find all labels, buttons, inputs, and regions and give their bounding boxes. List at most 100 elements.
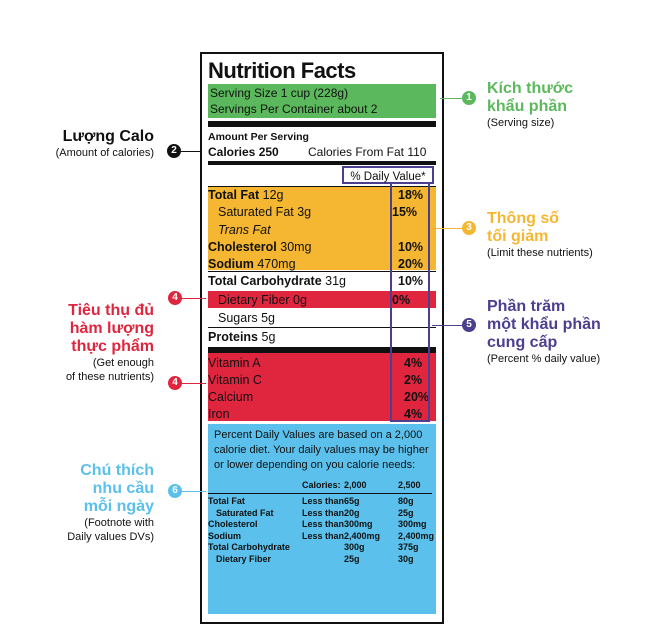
footnote-cell: 300g	[344, 542, 365, 552]
footnote-cell: 25g	[344, 553, 360, 564]
connector-line-4a	[182, 298, 206, 299]
vitamin-row: Vitamin A 4%	[208, 355, 436, 371]
carb-name: Total Carbohydrate	[208, 274, 322, 288]
vitamin-row-name: Iron	[208, 407, 230, 421]
serving-subtitle: (Serving size)	[487, 117, 555, 129]
footnote-cell: Less than	[302, 507, 345, 518]
percent-title-2: một khẩu phần	[487, 316, 601, 333]
amount-per-serving: Amount Per Serving	[208, 131, 309, 143]
vitamin-row: Calcium 20%	[208, 389, 436, 405]
carb-pct: 10%	[398, 274, 424, 288]
connector-line-5	[432, 325, 462, 326]
limit-row-pct: 20%	[398, 257, 424, 271]
limit-row-pct: 18%	[398, 188, 424, 202]
footnote-divider	[208, 493, 432, 494]
carb-row: Total Carbohydrate 31g 10%	[208, 273, 436, 289]
annotation-calories: Lượng Calo (Amount of calories)	[20, 128, 154, 160]
badge-4b: 4	[168, 376, 182, 390]
badge-5: 5	[462, 318, 476, 332]
thick-rule-2	[208, 347, 436, 353]
limit-row-name: Total Fat	[208, 188, 260, 202]
badge-6: 6	[168, 484, 182, 498]
nutrition-label: Nutrition Facts Serving Size 1 cup (228g…	[200, 52, 444, 624]
limit-row-name: Sodium	[208, 257, 254, 271]
fiber-pct: 0%	[392, 293, 411, 307]
footnote-header-cell: 2,500	[398, 480, 421, 490]
annotation-serving: Kích thước khẩu phần (Serving size)	[487, 80, 573, 130]
vitamin-row-pct: 20%	[404, 390, 430, 404]
limit-row-name: Trans Fat	[218, 223, 271, 237]
vitamin-row-pct: 2%	[404, 373, 423, 387]
limit-title-2: tối giảm	[487, 228, 549, 245]
vitamin-row-pct: 4%	[404, 356, 423, 370]
footnote-cell: Less than	[302, 530, 345, 541]
badge-3: 3	[462, 221, 476, 235]
sugars-row: Sugars 5g	[218, 311, 275, 325]
vitamin-row: Vitamin C 2%	[208, 372, 436, 388]
limit-row-pct: 15%	[392, 205, 418, 219]
footnote-cell: 20g	[344, 507, 360, 518]
limit-row: Cholesterol 30mg 10%	[208, 239, 436, 255]
limit-title-1: Thông số	[487, 210, 559, 227]
calories-subtitle: (Amount of calories)	[55, 147, 154, 159]
footnote-cell: 300mg	[344, 519, 373, 529]
protein-amount: 5g	[258, 330, 276, 344]
thick-rule	[208, 121, 436, 127]
calories-title: Lượng Calo	[62, 128, 154, 145]
limit-row-name: Saturated Fat 3g	[218, 205, 312, 219]
annotation-percent: Phần trăm một khẩu phần cung cấp (Percen…	[487, 298, 601, 366]
footnote-cell: 300mg	[398, 519, 427, 529]
connector-line-3	[432, 228, 462, 229]
footnote-cell: Less than	[302, 496, 345, 506]
serving-title-2: khẩu phần	[487, 98, 568, 115]
vitamin-row: Iron 4%	[208, 406, 436, 422]
badge-4a: 4	[168, 291, 182, 305]
footnote-cell: 2,400mg	[344, 530, 381, 541]
annotation-footnote: Chú thích nhu cầu mỗi ngày (Footnote wit…	[20, 462, 154, 544]
enough-subtitle-2: of these nutrients)	[65, 371, 154, 383]
footnote-header-cell: Calories:	[302, 480, 341, 490]
footnote-cell: Less than	[302, 519, 345, 529]
footnote-cell: 80g	[398, 496, 414, 506]
vitamin-band	[208, 353, 436, 421]
footnote-cell: Cholesterol	[208, 519, 258, 529]
footnote-title-3: mỗi ngày	[83, 498, 154, 515]
serving-size: Serving Size 1 cup (228g)	[210, 86, 349, 100]
enough-subtitle-1: (Get enough	[92, 357, 154, 369]
annotation-limit: Thông số tối giảm (Limit these nutrients…	[487, 210, 593, 260]
servings-per-container: Servings Per Container about 2	[210, 102, 378, 116]
connector-line-4b	[182, 383, 206, 384]
connector-line-2	[181, 151, 200, 152]
footnote-cell: 25g	[398, 507, 414, 518]
protein-name: Proteins	[208, 330, 259, 344]
daily-value-column	[390, 184, 430, 422]
carb-amount: 31g	[321, 274, 347, 288]
footnote-cell: Total Carbohydrate	[208, 542, 290, 552]
footnote-cell: Saturated Fat	[216, 507, 274, 518]
fiber-band	[208, 291, 436, 308]
footnote-cell: Sodium	[208, 530, 241, 541]
enough-title-1: Tiêu thụ đủ	[68, 302, 154, 319]
limit-row-name: Cholesterol	[208, 240, 277, 254]
badge-2: 2	[167, 144, 181, 158]
serving-title-1: Kích thước	[487, 80, 574, 97]
percent-subtitle: (Percent % daily value)	[487, 353, 601, 365]
footnote-cell: Dietary Fiber	[216, 553, 272, 564]
percent-title-3: cung cấp	[487, 334, 558, 351]
footnote-cell: 65g	[344, 496, 360, 506]
footnote-title-2: nhu cầu	[92, 480, 154, 497]
footnote-cell: Total Fat	[208, 496, 245, 506]
footnote-band	[208, 424, 436, 614]
badge-1: 1	[462, 91, 476, 105]
limit-subtitle: (Limit these nutrients)	[487, 247, 593, 259]
connector-line-1	[440, 98, 462, 99]
limit-band	[208, 186, 436, 270]
serving-band	[208, 84, 436, 118]
limit-row-amount: 470mg	[253, 257, 296, 271]
footnote-cell: 30g	[398, 553, 414, 564]
footnote-subtitle-1: (Footnote with	[84, 517, 154, 529]
vitamin-row-name: Vitamin A	[208, 356, 261, 370]
limit-row-amount: 12g	[259, 188, 284, 202]
footnote-text: Percent Daily Values are based on a 2,00…	[214, 429, 429, 471]
footnote-cell: 375g	[398, 542, 419, 552]
